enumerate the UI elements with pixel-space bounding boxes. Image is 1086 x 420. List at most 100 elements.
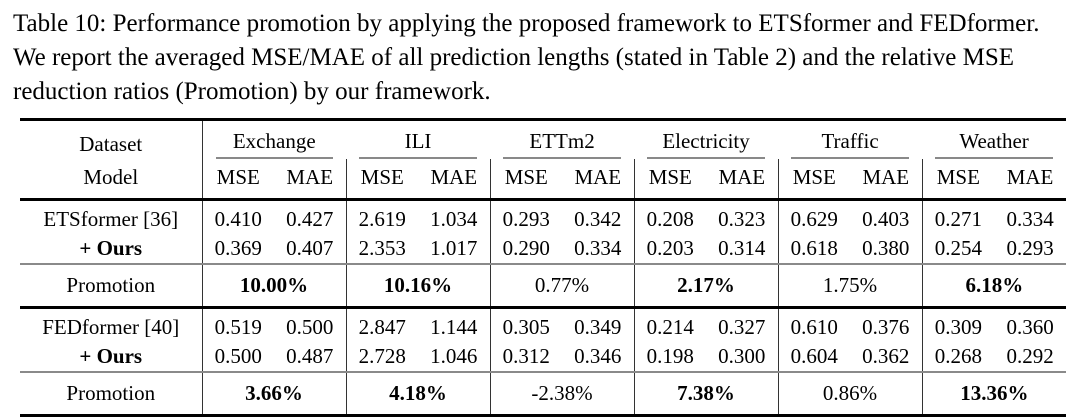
metric-header-mae: MAE [562, 159, 635, 201]
metric-header-mse: MSE [489, 159, 563, 201]
dataset-header-weather: Weather [922, 120, 1066, 159]
metric-header-mae: MAE [850, 159, 923, 201]
row-label-ours: + Ours [20, 342, 202, 373]
promotion-cell: -2.38% [489, 372, 635, 416]
metric-header-mse: MSE [345, 159, 419, 201]
promotion-cell: 13.36% [921, 372, 1067, 416]
value-cell: 2.353 [345, 234, 419, 265]
value-cell: 0.323 [718, 207, 766, 231]
metric-header-mae: MAE [706, 159, 779, 201]
metric-header-mae: MAE [994, 159, 1067, 201]
row-label-ours: + Ours [20, 234, 202, 265]
value-cell: 0.629 [777, 199, 851, 234]
header-row-datasets: Dataset Exchange ILI ETTm2 Electricity T… [20, 119, 1066, 159]
promotion-label: Promotion [66, 381, 156, 405]
value-cell: 0.293 [489, 199, 563, 234]
table-caption: Table 10: Performance promotion by apply… [0, 0, 1086, 109]
caption-line-1: Table 10: Performance promotion by apply… [13, 10, 1040, 37]
promotion-cell: 10.16% [345, 264, 491, 309]
value-cell: 0.208 [633, 199, 707, 234]
value-cell: 0.300 [706, 342, 779, 373]
corner-dataset-label: Dataset [79, 131, 143, 156]
row-label-fedformer: FEDformer [40] [42, 315, 180, 339]
value-cell: 0.254 [921, 234, 995, 265]
promotion-cell: 0.77% [489, 264, 635, 309]
value-cell: 0.610 [777, 307, 851, 342]
row-label-etsformer: ETSformer [36] [43, 207, 179, 231]
value-cell: 0.618 [777, 234, 851, 265]
promotion-cell: 2.17% [633, 264, 779, 309]
dataset-header-ili: ILI [346, 120, 490, 159]
value-cell: 1.046 [418, 342, 491, 373]
metric-header-mae: MAE [274, 159, 347, 201]
row-fedformer-ours: + Ours 0.500 0.487 2.728 1.046 0.312 0.3… [20, 342, 1067, 373]
metric-header-mse: MSE [633, 159, 707, 201]
cmidrule [647, 157, 766, 159]
value-cell: 0.349 [574, 315, 622, 339]
row-fedformer: FEDformer [40] 0.519 0.500 2.847 1.144 0… [20, 307, 1066, 342]
row-promotion-etsformer: Promotion 10.00% 10.16% 0.77% 2.17% 1.75… [20, 264, 1067, 309]
value-cell: 0.312 [489, 342, 563, 373]
value-cell: 1.034 [430, 207, 478, 231]
promotion-cell: 3.66% [201, 372, 347, 416]
value-cell: 0.268 [921, 342, 995, 373]
value-cell: 0.309 [921, 307, 995, 342]
value-cell: 0.519 [201, 307, 274, 342]
value-cell: 0.403 [862, 207, 910, 231]
value-cell: 0.203 [633, 234, 707, 265]
caption-line-2: We report the averaged MSE/MAE of all pr… [13, 44, 1015, 71]
dataset-header-electricity: Electricity [634, 120, 778, 159]
promotion-cell: 4.18% [345, 372, 491, 416]
corner-model-label: Model [20, 159, 202, 201]
value-cell: 0.271 [921, 199, 995, 234]
value-cell: 0.346 [562, 342, 635, 373]
promotion-cell: 0.86% [777, 372, 923, 416]
row-etsformer-ours: + Ours 0.369 0.407 2.353 1.017 0.290 0.3… [20, 234, 1067, 265]
cmidrule [503, 157, 622, 159]
promotion-label: Promotion [20, 264, 202, 309]
dataset-header-traffic: Traffic [778, 120, 922, 159]
value-cell: 0.334 [1006, 207, 1054, 231]
cmidrule [791, 157, 910, 159]
value-cell: 0.410 [201, 199, 274, 234]
row-promotion-fedformer: Promotion 3.66% 4.18% -2.38% 7.38% 0.86%… [20, 372, 1067, 416]
metric-header-mse: MSE [777, 159, 851, 201]
value-cell: 0.292 [994, 342, 1067, 373]
value-cell: 0.314 [706, 234, 779, 265]
value-cell: 0.334 [562, 234, 635, 265]
dataset-header-exchange: Exchange [201, 119, 347, 159]
value-cell: 0.198 [633, 342, 707, 373]
value-cell: 0.362 [850, 342, 923, 373]
value-cell: 0.500 [201, 342, 274, 373]
promotion-cell: 7.38% [633, 372, 779, 416]
value-cell: 0.500 [286, 315, 334, 339]
value-cell: 1.144 [430, 315, 478, 339]
value-cell: 0.376 [862, 315, 910, 339]
promotion-cell: 10.00% [201, 264, 347, 309]
promotion-cell: 6.18% [921, 264, 1067, 309]
value-cell: 0.305 [489, 307, 563, 342]
cmidrule [215, 157, 334, 159]
value-cell: 0.427 [286, 207, 334, 231]
value-cell: 0.290 [489, 234, 563, 265]
value-cell: 0.327 [718, 315, 766, 339]
value-cell: 2.728 [345, 342, 419, 373]
dataset-header-ettm2: ETTm2 [490, 120, 634, 159]
value-cell: 0.360 [1006, 315, 1054, 339]
caption-line-3: reduction ratios (Promotion) by our fram… [13, 78, 491, 105]
value-cell: 0.380 [850, 234, 923, 265]
value-cell: 0.369 [201, 234, 274, 265]
value-cell: 2.619 [345, 199, 419, 234]
metric-header-mse: MSE [201, 159, 274, 201]
results-table: Dataset Exchange ILI ETTm2 Electricity T… [20, 118, 1067, 417]
cmidrule [935, 157, 1054, 159]
value-cell: 0.342 [574, 207, 622, 231]
promotion-cell: 1.75% [777, 264, 923, 309]
value-cell: 0.487 [274, 342, 347, 373]
value-cell: 0.214 [633, 307, 707, 342]
value-cell: 0.293 [994, 234, 1067, 265]
metric-header-mse: MSE [921, 159, 995, 201]
value-cell: 0.407 [274, 234, 347, 265]
value-cell: 2.847 [345, 307, 419, 342]
